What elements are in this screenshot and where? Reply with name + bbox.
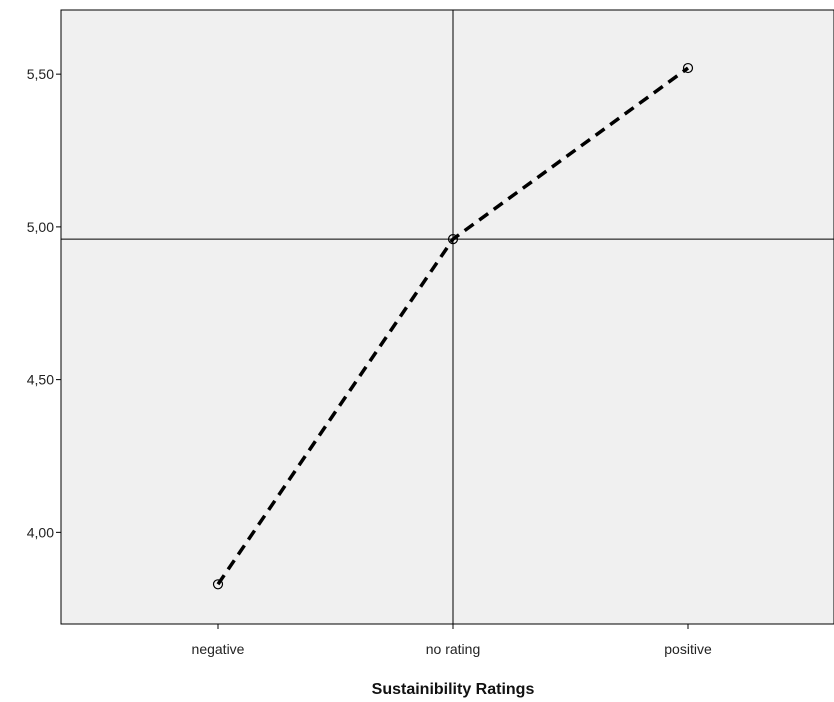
data-point [212,579,224,590]
x-tick-label: negative [192,641,245,657]
y-axis: 4,00 4,50 5,00 5,50 [27,66,61,540]
x-tick-label: no rating [426,641,480,657]
data-point [682,62,694,74]
data-point [447,234,459,245]
y-tick-label: 4,00 [27,524,54,540]
x-axis-title: Sustainibility Ratings [372,681,535,698]
series-group [212,62,694,590]
y-tick-label: 4,50 [27,372,54,388]
y-tick-label: 5,50 [27,66,54,82]
x-tick-label: positive [664,641,712,657]
reference-lines [61,10,834,624]
y-tick-label: 5,00 [27,219,54,235]
series-line [216,66,690,586]
x-axis: negative no rating positive [192,624,712,657]
plot-area [60,9,834,625]
